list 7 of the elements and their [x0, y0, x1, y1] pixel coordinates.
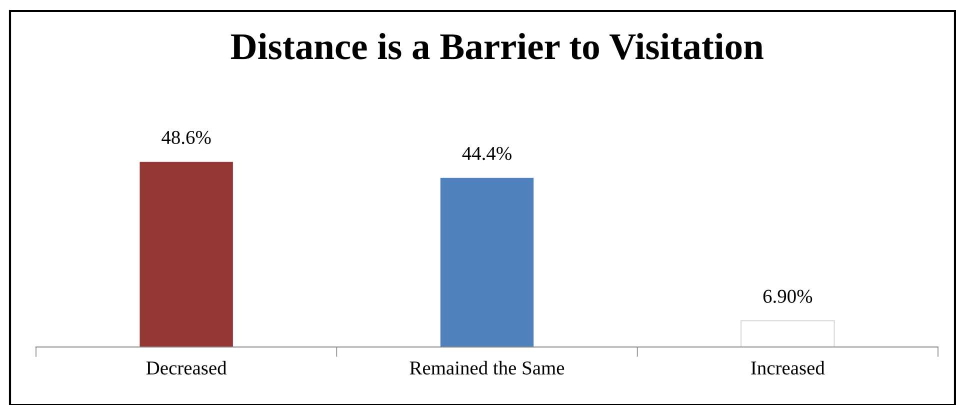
data-label: 48.6% — [162, 130, 211, 144]
data-label: 44.4% — [462, 146, 512, 160]
chart-title: Distance is a Barrier to Visitation — [230, 32, 764, 60]
x-tick-label: Increased — [751, 360, 825, 375]
data-label: 6.90% — [763, 290, 812, 303]
x-tick-label: Decreased — [146, 360, 227, 375]
x-tick-label: Remained the Same — [410, 360, 564, 375]
